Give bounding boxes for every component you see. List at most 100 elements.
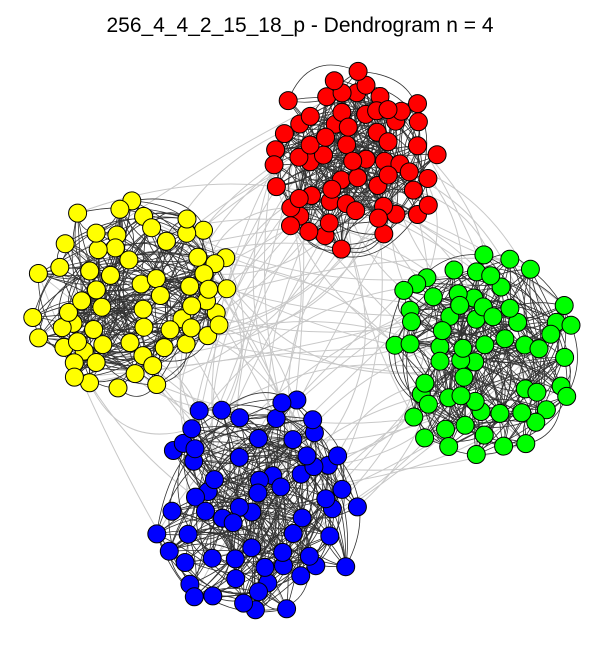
node-blue — [291, 566, 311, 586]
node-yellow — [142, 218, 162, 238]
node-green — [454, 367, 474, 387]
edge — [95, 233, 188, 363]
node-green — [474, 425, 494, 445]
node-blue — [283, 430, 303, 450]
node-yellow — [50, 257, 70, 277]
node-red — [348, 61, 368, 81]
node-green — [453, 338, 473, 358]
node-yellow — [108, 378, 128, 398]
node-yellow — [64, 367, 84, 387]
node-green — [436, 419, 455, 439]
node-yellow — [86, 353, 106, 372]
node-red — [281, 216, 300, 236]
node-yellow — [29, 328, 49, 348]
edge — [388, 290, 466, 426]
node-yellow — [92, 297, 112, 317]
node-green — [474, 245, 494, 265]
node-yellow — [68, 332, 87, 352]
edge — [131, 198, 216, 264]
node-blue — [347, 497, 367, 517]
edge — [323, 109, 389, 157]
node-red — [319, 213, 339, 233]
node-blue — [249, 429, 268, 448]
edge — [298, 71, 359, 199]
node-green — [527, 382, 547, 402]
edge — [337, 382, 426, 457]
node-red — [346, 201, 366, 221]
node-yellow — [133, 299, 153, 319]
node-red — [408, 136, 427, 156]
edge — [529, 269, 562, 387]
node-blue — [297, 446, 317, 466]
node-blue — [204, 470, 224, 490]
node-yellow — [217, 279, 237, 299]
node-blue — [225, 549, 245, 569]
node-blue — [255, 557, 275, 577]
node-yellow — [154, 338, 174, 358]
node-red — [418, 169, 438, 188]
node-yellow — [88, 240, 108, 260]
node-green — [554, 296, 574, 315]
edge — [151, 227, 193, 306]
node-red — [378, 165, 398, 185]
node-green — [444, 260, 464, 280]
node-green — [455, 415, 475, 435]
edge — [193, 123, 301, 462]
node-blue — [186, 487, 205, 507]
node-blue — [336, 557, 356, 577]
edge — [257, 455, 308, 568]
node-yellow — [23, 308, 43, 327]
node-green — [520, 259, 540, 279]
node-blue — [249, 582, 268, 602]
node-red — [427, 145, 447, 165]
edge — [207, 491, 233, 597]
node-red — [300, 106, 320, 126]
edge — [474, 321, 557, 402]
node-yellow — [177, 209, 197, 229]
node-yellow — [188, 247, 208, 267]
node-yellow — [80, 261, 100, 281]
node-yellow — [101, 265, 120, 285]
edge — [463, 376, 509, 447]
node-red — [322, 179, 342, 199]
node-yellow — [181, 318, 201, 338]
node-red — [274, 124, 294, 144]
edge — [258, 438, 289, 609]
node-green — [494, 436, 514, 456]
node-red — [348, 168, 368, 188]
chart-title: 256_4_4_2_15_18_p - Dendrogram n = 4 — [106, 14, 494, 37]
edge — [276, 109, 389, 187]
node-blue — [147, 524, 167, 544]
node-blue — [226, 569, 246, 589]
node-green — [526, 412, 546, 432]
node-yellow — [182, 296, 202, 316]
node-green — [490, 403, 510, 423]
node-blue — [203, 586, 223, 606]
node-red — [338, 117, 358, 137]
node-green — [561, 315, 581, 335]
node-green — [400, 334, 420, 354]
node-green — [418, 394, 438, 414]
node-red — [399, 162, 419, 182]
node-blue — [184, 587, 204, 607]
node-yellow — [134, 317, 154, 337]
edge — [221, 257, 245, 411]
node-blue — [328, 446, 348, 466]
node-blue — [320, 526, 340, 546]
node-red — [408, 112, 428, 132]
node-blue — [196, 501, 215, 521]
node-yellow — [180, 276, 200, 296]
node-yellow — [199, 279, 219, 299]
node-yellow — [176, 334, 196, 354]
node-blue — [271, 477, 291, 497]
node-red — [331, 239, 351, 259]
node-blue — [212, 400, 232, 420]
edge — [95, 232, 192, 307]
node-yellow — [119, 250, 139, 270]
edge — [72, 241, 167, 324]
node-blue — [283, 524, 303, 543]
node-blue — [248, 483, 268, 503]
node-green — [466, 445, 486, 464]
node-red — [343, 151, 363, 171]
